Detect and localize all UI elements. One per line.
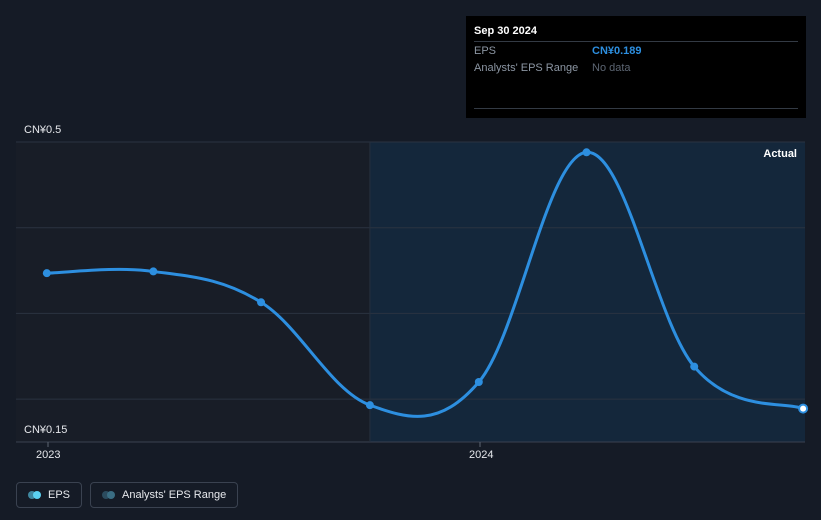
grid [16,141,805,443]
eps-point[interactable] [257,298,266,307]
actual-label: Actual [763,148,797,160]
legend-eps-label: EPS [48,489,71,501]
tooltip: Sep 30 2024 EPS CN¥0.189 Analysts' EPS R… [466,16,806,118]
eps-point[interactable] [42,269,51,278]
tooltip-divider [474,108,798,109]
past-region [16,142,370,442]
y-tick-top: CN¥0.5 [24,124,62,136]
tooltip-row-range: Analysts' EPS Range No data [474,59,798,76]
actual-region [369,142,805,442]
legend: EPS Analysts' EPS Range [16,482,239,508]
eps-point[interactable] [798,403,809,414]
legend-eps-range[interactable]: Analysts' EPS Range [90,482,239,508]
eps-point[interactable] [690,362,699,371]
y-tick-bottom: CN¥0.15 [24,424,68,436]
tooltip-row-eps: EPS CN¥0.189 [474,41,798,59]
tooltip-eps-label: EPS [474,44,497,57]
eps-line [46,150,804,418]
tooltip-range-value: No data [592,61,631,74]
x-tick-2023: 2023 [36,449,61,461]
tooltip-range-label: Analysts' EPS Range [474,61,579,74]
legend-eps[interactable]: EPS [16,482,83,508]
x-ticks [47,442,481,447]
tooltip-eps-value: CN¥0.189 [592,44,642,57]
eps-point[interactable] [474,378,483,386]
eps-point[interactable] [365,401,374,410]
legend-range-label: Analysts' EPS Range [122,489,227,501]
legend-eps-icon [28,491,42,499]
eps-point[interactable] [582,148,591,157]
legend-range-icon [102,491,116,499]
tooltip-date: Sep 30 2024 [474,25,537,37]
x-tick-2024: 2024 [469,449,494,461]
eps-point[interactable] [149,267,158,276]
eps-points [42,148,809,414]
